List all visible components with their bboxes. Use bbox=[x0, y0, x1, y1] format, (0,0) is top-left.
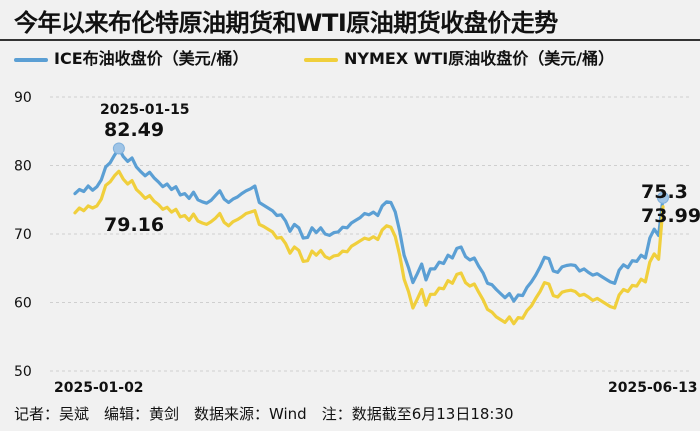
y-tick-label-80: 80 bbox=[14, 159, 32, 175]
annotation-peak-value: 82.49 bbox=[104, 119, 164, 141]
y-tick-label-90: 90 bbox=[14, 90, 32, 106]
legend-swatch-brent bbox=[14, 57, 48, 62]
annotation-wti-value: 79.16 bbox=[104, 214, 164, 236]
legend-item-wti: NYMEX WTI原油收盘价（美元/桶） bbox=[304, 45, 614, 69]
series-line-brent bbox=[73, 146, 665, 303]
marker-brent-peak bbox=[112, 142, 125, 155]
annotation-wti-last-value: 73.99 bbox=[641, 205, 700, 227]
annotation-peak-date: 2025-01-15 bbox=[100, 102, 190, 118]
chart-title: 今年以来布伦特原油期货和WTI原油期货收盘价走势 bbox=[14, 9, 558, 37]
annotation-brent-last-value: 75.3 bbox=[641, 181, 688, 203]
title-divider bbox=[0, 39, 700, 41]
y-tick-label-60: 60 bbox=[14, 296, 32, 312]
footer-note: 记者：吴斌 编辑：黄剑 数据来源：Wind 注：数据截至6月13日18:30 bbox=[14, 405, 514, 423]
x-tick-label-start: 2025-01-02 bbox=[54, 380, 144, 396]
series-line-wti bbox=[73, 169, 665, 326]
y-tick-label-50: 50 bbox=[14, 364, 32, 380]
y-tick-label-70: 70 bbox=[14, 227, 32, 243]
legend-swatch-wti bbox=[304, 57, 338, 62]
x-tick-label-end: 2025-06-13 bbox=[608, 380, 698, 396]
legend: ICE布油收盘价（美元/桶） NYMEX WTI原油收盘价（美元/桶） bbox=[14, 45, 694, 69]
legend-label-wti: NYMEX WTI原油收盘价（美元/桶） bbox=[344, 49, 615, 68]
legend-item-brent: ICE布油收盘价（美元/桶） bbox=[14, 45, 248, 69]
marker-brent-last bbox=[657, 191, 669, 204]
legend-label-brent: ICE布油收盘价（美元/桶） bbox=[54, 49, 249, 68]
